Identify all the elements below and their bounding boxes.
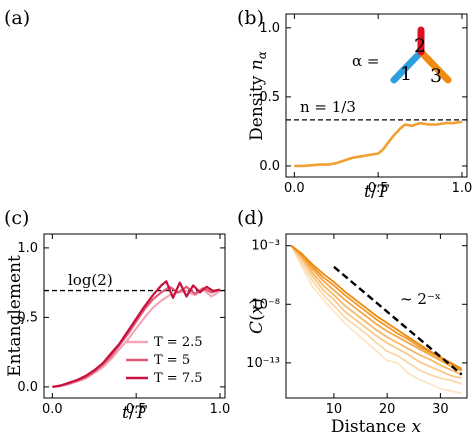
panel-d-xtick-label: 30 bbox=[432, 402, 449, 417]
panel-c-xtick-label: 0.5 bbox=[126, 402, 147, 417]
panel-d-ytick-label: 10⁻¹³ bbox=[246, 356, 280, 371]
inset-leg-1 bbox=[390, 48, 425, 84]
panel-c-series-line bbox=[52, 280, 221, 388]
panel-b-series-line bbox=[294, 120, 463, 168]
inset-label-1: 1 bbox=[400, 63, 412, 85]
panel-b-series bbox=[294, 120, 463, 168]
legend-label: T = 5 bbox=[154, 353, 190, 368]
panel-b-density: 0.0 0.5 1.0 0.0 0.5 1.0 n = 1/3 α = 2 1 3 t/T… bbox=[247, 13, 472, 202]
panel-c-reference-label: log(2) bbox=[68, 271, 113, 289]
panel-d-series-line bbox=[290, 245, 462, 379]
panel-d-ylabel: C(x) bbox=[247, 298, 267, 334]
panel-d-fit-line bbox=[333, 265, 463, 376]
panel-b-inset-legend: 2 1 3 bbox=[390, 26, 452, 87]
panel-d-series-line bbox=[290, 245, 463, 371]
panel-d-series-line bbox=[290, 245, 462, 395]
panel-b-inset-label: α = bbox=[352, 52, 379, 70]
legend-label: T = 7.5 bbox=[154, 371, 203, 386]
panel-d-correlation: 10 20 30 10⁻³ 10⁻⁸ 10⁻¹³ ~ 2⁻ˣ Distance x C(x… bbox=[246, 233, 468, 437]
panel-c-ytick-label: 0.0 bbox=[17, 380, 38, 395]
panel-c-xtick-label: 0.0 bbox=[42, 402, 63, 417]
panel-d-ticks: 10 20 30 10⁻³ 10⁻⁸ 10⁻¹³ bbox=[246, 234, 467, 417]
panel-d-series-line bbox=[290, 244, 463, 370]
panel-c-ticks: 0.0 0.5 1.0 0.0 0.5 1.0 bbox=[17, 234, 230, 417]
panel-c-entanglement: 0.0 0.5 1.00.00.51.0 log(2) T = 2.5T = 5T … bbox=[5, 233, 230, 423]
panel-d-frame bbox=[285, 233, 468, 399]
panel-b-xlabel: t/T bbox=[364, 182, 390, 202]
panel-d-xlabel: Distance x bbox=[331, 417, 422, 437]
panel-b-ytick-label: 0.5 bbox=[259, 90, 280, 105]
panel-d-xtick-label: 10 bbox=[326, 402, 343, 417]
panel-b-reference-label: n = 1/3 bbox=[300, 98, 356, 116]
panel-d-fit-label: ~ 2⁻ˣ bbox=[400, 290, 441, 308]
panel-c-ylabel: Entanglement bbox=[5, 255, 25, 377]
panel-c-frame bbox=[43, 233, 226, 399]
panel-d-xtick-label: 20 bbox=[379, 402, 396, 417]
panel-b-xtick-label: 0.0 bbox=[284, 181, 305, 196]
panel-c-series bbox=[52, 280, 221, 388]
panel-b-frame bbox=[285, 13, 468, 178]
inset-leg-3 bbox=[417, 48, 452, 84]
panel-c-xlabel: t/T bbox=[122, 403, 148, 423]
inset-label-2: 2 bbox=[414, 35, 426, 57]
panel-b-ticks: 0.0 0.5 1.0 0.0 0.5 1.0 bbox=[259, 14, 472, 196]
panel-c-ytick-label: 1.0 bbox=[17, 241, 38, 256]
panel-b-ylabel: Density nα bbox=[247, 51, 269, 141]
panel-c-xtick-label: 1.0 bbox=[210, 402, 231, 417]
panel-d-series-line bbox=[290, 245, 462, 385]
panel-label-c: (c) bbox=[4, 207, 29, 229]
panel-label-d: (d) bbox=[237, 207, 264, 229]
panel-d-series-line bbox=[290, 245, 463, 376]
panel-c-ytick-label: 0.5 bbox=[17, 310, 38, 325]
panel-b-xtick-label: 1.0 bbox=[452, 181, 473, 196]
panel-label-a: (a) bbox=[4, 7, 30, 29]
panel-b-xtick-label: 0.5 bbox=[368, 181, 389, 196]
panel-d-ytick-label: 10⁻³ bbox=[251, 239, 280, 254]
inset-label-3: 3 bbox=[430, 65, 442, 87]
legend-label: T = 2.5 bbox=[154, 335, 203, 350]
panel-c-legend: T = 2.5 T = 5 T = 7.5 bbox=[126, 335, 203, 386]
panel-d-ytick-label: 10⁻⁸ bbox=[251, 297, 280, 312]
panel-b-ytick-label: 1.0 bbox=[259, 21, 280, 36]
panel-label-b: (b) bbox=[237, 7, 264, 29]
panel-d-series-line bbox=[290, 245, 463, 372]
panel-b-ytick-label: 0.0 bbox=[259, 159, 280, 174]
panel-d-series bbox=[290, 244, 463, 395]
